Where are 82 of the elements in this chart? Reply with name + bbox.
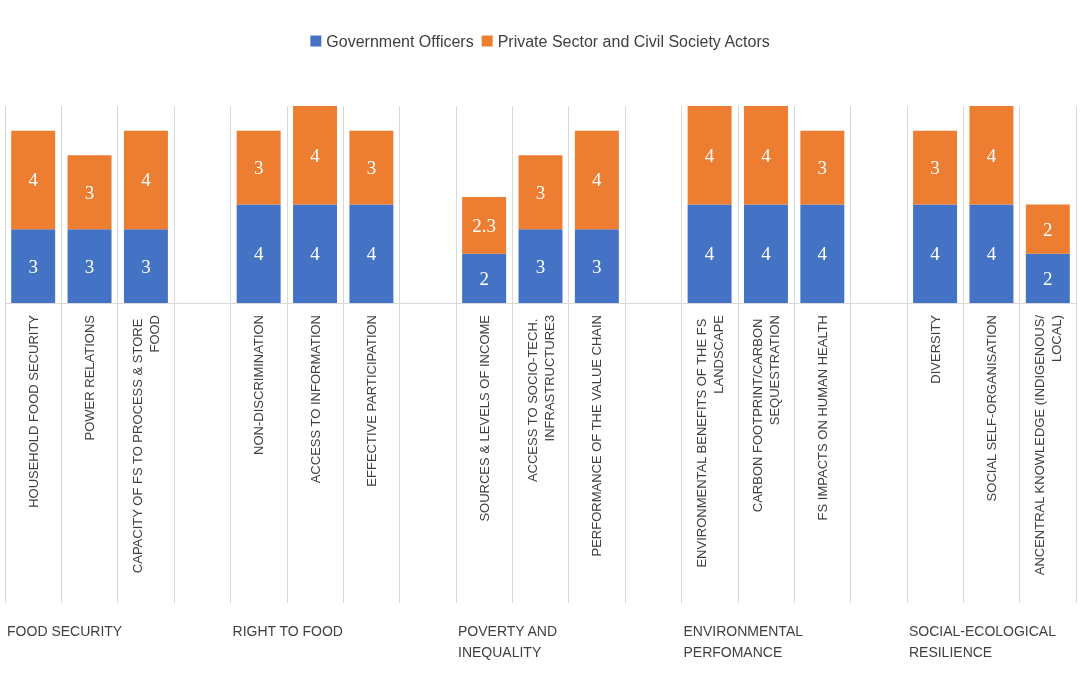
legend-label: Government Officers	[326, 32, 474, 50]
data-label: 2	[1043, 267, 1053, 289]
bar	[913, 204, 958, 303]
x-tick-label: ACCESS TO SOCIO-TECH. INFRASTRUCTURE3	[524, 315, 557, 483]
text: POVERTY AND INEQUALITY	[458, 622, 561, 660]
x-tick-label: POWER RELATIONS	[82, 314, 98, 441]
x-tick-label: ENVIRONMENTAL BENEFITS OF THE FS LANDSCAPE	[693, 314, 726, 568]
bar	[574, 229, 619, 303]
bar	[123, 130, 168, 230]
data-label: 3	[592, 255, 602, 277]
bar	[969, 106, 1014, 205]
data-label: 3	[253, 157, 264, 179]
x-tick-label: FS IMPACTS ON HUMAN HEALTH	[814, 315, 830, 521]
data-label: 4	[817, 243, 828, 265]
text: RIGHT TO FOOD	[232, 622, 343, 639]
data-label: 4	[704, 144, 715, 166]
bar	[236, 204, 281, 303]
data-label: 2	[479, 267, 489, 289]
data-label: 4	[761, 144, 772, 166]
bar	[11, 130, 56, 230]
data-label: 4	[930, 243, 941, 265]
bar	[743, 204, 788, 303]
bar	[462, 253, 507, 303]
bar	[462, 197, 507, 254]
bar	[743, 106, 788, 205]
data-label: 4	[141, 169, 152, 191]
data-label: 3	[28, 255, 38, 277]
bar	[800, 130, 845, 205]
bar	[687, 106, 732, 205]
x-tick-label: HOUSEHOLD FOOD SECURITY	[25, 314, 41, 508]
x-tick-label: SOCIAL SELF-ORGANISATION	[983, 315, 999, 502]
bar	[349, 130, 394, 205]
legend-label: Private Sector and Civil Society Actors	[497, 32, 770, 50]
data-label: 3	[84, 181, 95, 203]
text: FOOD SECURITY	[7, 622, 123, 639]
data-label: 3	[930, 157, 940, 179]
bar	[1025, 204, 1070, 254]
x-tick-label: PERFORMANCE OF THE VALUE CHAIN	[589, 315, 605, 557]
text: SOCIAL-ECOLOGICAL RESILIENCE	[908, 622, 1060, 660]
bar	[913, 130, 958, 205]
bar	[67, 229, 112, 303]
data-label: 4	[704, 243, 715, 265]
data-label: 4	[986, 144, 997, 166]
data-label: 2	[1043, 218, 1053, 240]
bar	[236, 130, 281, 205]
x-tick-label: ANCENTRAL KNOWLEDGE (INDIGENOUS/LOCAL)	[1031, 314, 1064, 576]
x-tick-label: DIVERSITY	[927, 314, 943, 384]
bar	[349, 204, 394, 303]
data-label: 4	[592, 169, 603, 191]
data-label: 3	[84, 255, 95, 277]
x-tick-label: SOURCES & LEVELS OF INCOME	[476, 314, 492, 522]
data-label: 3	[817, 157, 828, 179]
bar	[574, 130, 619, 230]
data-label: 3	[366, 157, 377, 179]
text: ENVIRONMENTAL PERFOMANCE	[683, 622, 807, 660]
data-label: 4	[253, 243, 264, 265]
data-label: 2.3	[472, 214, 497, 236]
bar	[518, 229, 563, 303]
data-label: 4	[366, 243, 377, 265]
bar	[293, 204, 338, 303]
data-label: 3	[535, 255, 546, 277]
data-label: 4	[310, 243, 321, 265]
bar	[1025, 253, 1070, 303]
bar	[123, 229, 168, 303]
x-tick-label: CAPACITY OF FS TO PROCESS & STORE FOOD	[129, 315, 162, 574]
bar	[11, 229, 56, 303]
bar	[518, 155, 563, 230]
x-tick-label: ACCESS TO INFORMATION	[307, 315, 323, 484]
x-tick-label: CARBON FOOTPRINT/CARBON SEQUESTRATION	[749, 315, 782, 513]
data-label: 3	[141, 255, 151, 277]
data-label: 4	[28, 169, 39, 191]
data-label: 4	[986, 243, 997, 265]
x-tick-label: EFFECTIVE PARTICIPATION	[363, 315, 379, 487]
data-label: 4	[761, 243, 772, 265]
bar	[67, 155, 112, 230]
bar	[293, 106, 338, 205]
bar	[969, 204, 1014, 303]
bar	[800, 204, 845, 303]
data-label: 4	[310, 144, 321, 166]
bar	[687, 204, 732, 303]
x-tick-label: NON-DISCRIMINATION	[251, 315, 267, 455]
data-label: 3	[535, 181, 546, 203]
